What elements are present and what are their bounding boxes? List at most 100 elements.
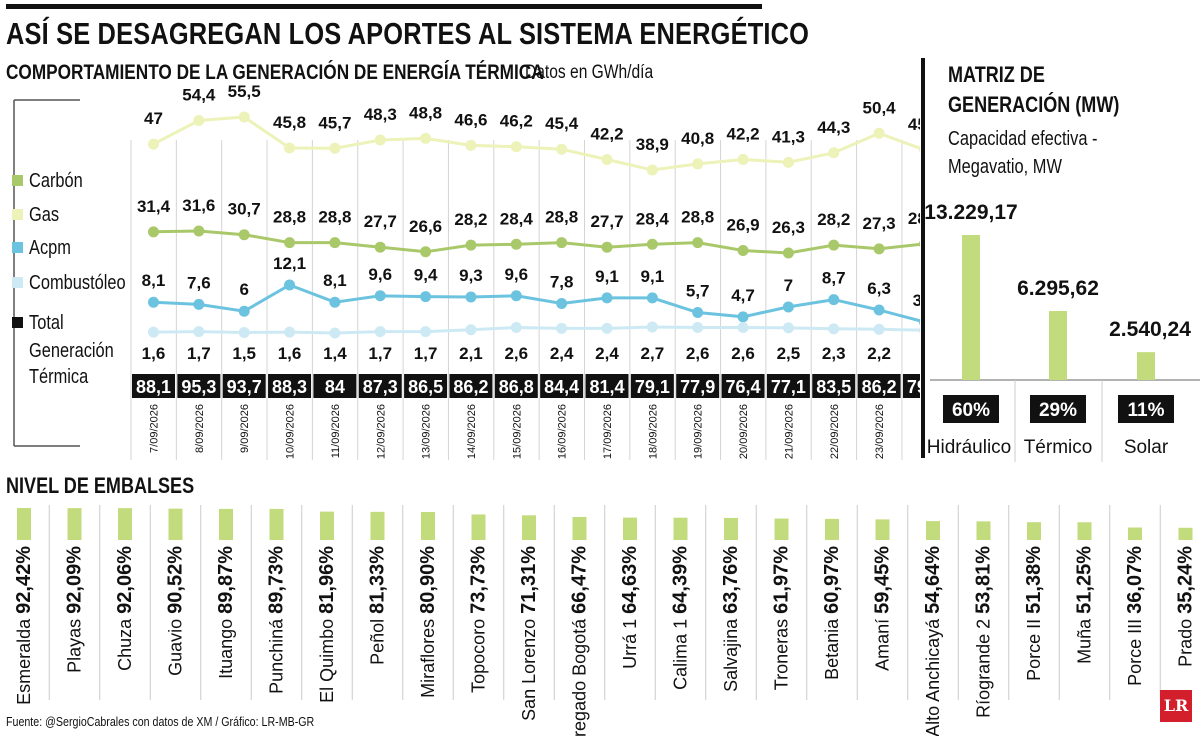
data-point-acpm	[601, 292, 613, 304]
reservoir-name: Amaní	[873, 614, 893, 671]
data-point-carbón	[692, 237, 704, 249]
data-label-acpm: 5,7	[686, 282, 710, 301]
total-label: 86,5	[408, 377, 443, 397]
data-label-combustóleo: 2,4	[595, 344, 619, 363]
data-point-carbón	[374, 241, 386, 253]
date-tick-label: 22/09/2026	[829, 404, 841, 459]
data-point-gas	[556, 143, 568, 155]
data-point-acpm	[420, 291, 432, 303]
reservoir-name: Chuza	[115, 614, 135, 671]
total-box	[540, 374, 584, 398]
matrix-share-label: 29%	[1039, 400, 1077, 421]
data-label-gas: 40,8	[681, 129, 714, 148]
reservoir-bar	[774, 518, 789, 540]
data-label-acpm: 12,1	[273, 254, 306, 273]
date-tick-label: 24/09/2026	[919, 404, 920, 459]
reservoir-value: 71,31%	[518, 546, 540, 614]
data-label-acpm: 9,1	[595, 267, 619, 286]
data-label-carbón: 28,8	[681, 208, 714, 227]
matrix-share-box	[1118, 395, 1174, 423]
reservoir-bar	[825, 518, 839, 540]
reservoir-value: 61,97%	[771, 546, 793, 614]
matrix-category-label: Hidráulico	[927, 437, 1011, 458]
reservoir-label: Troneras 61,97%	[771, 546, 793, 690]
data-label-gas: 45,4	[545, 114, 579, 133]
data-label-carbón: 26,3	[772, 218, 805, 237]
reservoir-label: Ríogrande 2 53,81%	[973, 546, 995, 718]
date-tick-label: 9/09/2026	[239, 404, 251, 453]
matrix-share-label: 11%	[1128, 400, 1165, 421]
data-label-carbón: 28,8	[273, 208, 306, 227]
data-point-gas	[737, 153, 749, 165]
data-point-acpm	[646, 292, 658, 304]
data-label-acpm: 8,1	[142, 271, 166, 290]
date-tick-label: 10/09/2026	[285, 404, 297, 459]
total-box	[177, 374, 221, 398]
reservoir-bar	[370, 511, 385, 540]
data-label-combustóleo: 1,4	[323, 344, 347, 363]
matrix-bar	[1137, 352, 1155, 380]
series-line-carbón	[153, 229, 920, 255]
data-label-gas: 46,6	[454, 110, 487, 129]
data-point-carbón	[193, 225, 205, 237]
total-box	[313, 374, 357, 398]
data-point-gas	[873, 127, 885, 139]
date-tick-label: 16/09/2026	[557, 404, 569, 459]
matrix-value-label: 13.229,17	[924, 201, 1017, 224]
total-box	[721, 374, 765, 398]
data-label-gas: 42,2	[727, 124, 760, 143]
reservoir-value: 80,90%	[417, 546, 439, 614]
thermal-chart-units: Datos en GWh/día	[525, 62, 654, 83]
reservoir-label: Chuza 92,06%	[114, 546, 136, 671]
matrix-share-box	[1030, 395, 1086, 423]
reservoir-name: Calima 1	[671, 614, 691, 690]
series-line-gas	[152, 115, 920, 172]
data-point-carbón	[465, 239, 477, 251]
reservoir-bar	[875, 519, 890, 540]
total-box	[449, 374, 493, 398]
data-label-gas: 45,2	[908, 115, 920, 134]
total-box	[676, 374, 720, 398]
reservoir-name: Troneras	[772, 614, 792, 690]
data-point-gas	[148, 138, 159, 150]
date-tick-label: 18/09/2026	[647, 404, 659, 459]
data-point-gas	[782, 156, 794, 168]
thermal-chart-title: COMPORTAMIENTO DE LA GENERACIÓN DE ENERG…	[6, 61, 544, 84]
data-label-gas: 45,7	[318, 113, 351, 132]
data-point-acpm	[374, 290, 386, 302]
total-box	[132, 374, 175, 398]
total-label: 87,3	[363, 377, 398, 397]
reservoir-value: 51,38%	[1023, 546, 1045, 614]
data-point-acpm	[873, 304, 885, 316]
reservoir-bar	[1077, 522, 1092, 540]
date-tick-label: 7/09/2026	[149, 404, 161, 453]
matrix-title: MATRIZ DE GENERACIÓN (MW)	[948, 62, 1120, 117]
reservoir-value: 92,06%	[114, 546, 136, 614]
data-point-combustóleo	[420, 326, 432, 338]
reservoir-label: Porce III 36,07%	[1124, 546, 1146, 686]
reservoir-value: 92,09%	[64, 546, 86, 614]
reservoir-label: Porce II 51,38%	[1023, 546, 1045, 681]
total-box	[857, 374, 901, 398]
reservoir-value: 63,76%	[720, 546, 742, 614]
data-label-gas: 48,3	[364, 105, 397, 124]
data-point-combustóleo	[193, 326, 205, 338]
data-point-carbón	[329, 237, 341, 249]
legend-item-combustoleo: Combustóleo	[12, 272, 147, 295]
reservoir-name: El Quimbo	[317, 614, 337, 703]
reservoir-bar	[67, 508, 82, 540]
data-label-combustóleo: 2,1	[459, 344, 483, 363]
data-label-combustóleo: 2,6	[504, 344, 528, 363]
reservoir-bar	[1178, 527, 1193, 540]
total-label: 76,4	[726, 377, 761, 397]
matrix-value-label: 2.540,24	[1109, 318, 1191, 341]
data-label-gas: 46,2	[500, 112, 533, 131]
page-title: ASÍ SE DESAGREGAN LOS APORTES AL SISTEMA…	[6, 16, 810, 51]
data-point-carbón	[873, 243, 885, 255]
reservoir-value: 90,52%	[165, 546, 187, 614]
data-point-gas	[420, 132, 432, 144]
top-rule	[6, 4, 762, 9]
reservoir-label: Calima 1 64,39%	[670, 546, 692, 690]
reservoir-label: Playas 92,09%	[64, 546, 86, 673]
total-label: 93,7	[227, 377, 262, 397]
